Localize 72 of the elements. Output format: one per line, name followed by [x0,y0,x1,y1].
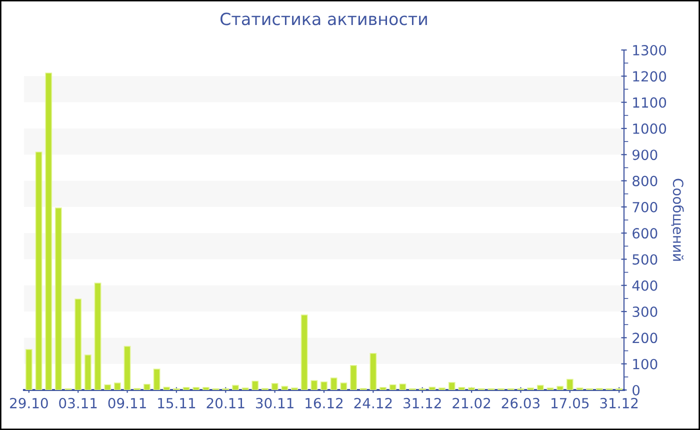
x-tick-label: 24.12 [354,398,392,408]
bar [252,380,259,390]
bar [74,298,82,390]
bar [163,386,170,390]
x-tick-label: 30.11 [256,398,294,408]
x-tick-label: 29.10 [10,398,48,408]
bar [182,386,190,390]
bar [232,384,239,390]
bar [438,387,446,390]
bar [340,382,348,390]
bar [448,382,456,390]
y-tick-label: 400 [632,280,658,291]
x-tick-label: 15.11 [158,398,196,408]
bar [54,208,62,390]
y-tick-label: 0 [632,384,640,396]
bar [458,386,466,390]
bar [300,314,308,390]
x-tick-label: 31.12 [404,398,441,408]
y-tick-label: 900 [632,150,658,160]
y-tick-label: 1100 [633,97,666,108]
y-tick-label: 600 [632,228,658,239]
y-tick-label: 100 [633,358,658,370]
bar [271,383,278,390]
bar [536,384,544,390]
bar [389,384,396,390]
x-tick-label: 17.05 [552,398,589,408]
x-tick-label: 16.12 [306,398,342,408]
x-tick-label: 26.03 [502,398,540,408]
bar [114,382,121,390]
bar [399,384,406,390]
bar [350,364,357,390]
bar [94,282,102,390]
chart-title: Статистика активности [220,12,427,26]
y-tick-label: 1000 [633,123,666,134]
bar [124,346,131,390]
y-tick-label: 1200 [633,71,666,82]
x-tick-label: 21.02 [452,398,490,408]
bar [527,387,534,390]
bar [428,386,436,390]
bar [25,349,32,390]
x-tick-label: 03.11 [59,398,97,408]
bar [380,386,386,390]
bar [35,152,42,390]
x-tick-label: 31.12 [600,398,638,408]
bar [242,387,249,390]
y-tick-label: 1300 [633,44,666,56]
bar [468,387,476,390]
bar [45,72,52,390]
y-tick-label: 500 [632,254,658,265]
y-tick-label: 300 [632,306,658,318]
bar [310,380,318,390]
bar [84,354,92,390]
bar [143,384,150,390]
y-axis-title: Сообщений [671,178,684,261]
bar [576,387,584,390]
bar [320,381,328,390]
x-tick-label: 20.11 [206,398,244,408]
bar [546,387,554,390]
bar [556,386,564,390]
bar [153,368,160,390]
bar [291,387,298,390]
bar [330,378,338,390]
y-tick-label: 700 [632,202,658,212]
x-tick-label: 09.11 [108,398,146,408]
bar [566,378,574,390]
y-tick-label: 800 [632,176,658,186]
bar [370,352,377,390]
y-tick-label: 200 [632,332,658,344]
bar [281,386,288,390]
bar [104,384,112,390]
bar [202,386,210,390]
bar [192,386,200,390]
